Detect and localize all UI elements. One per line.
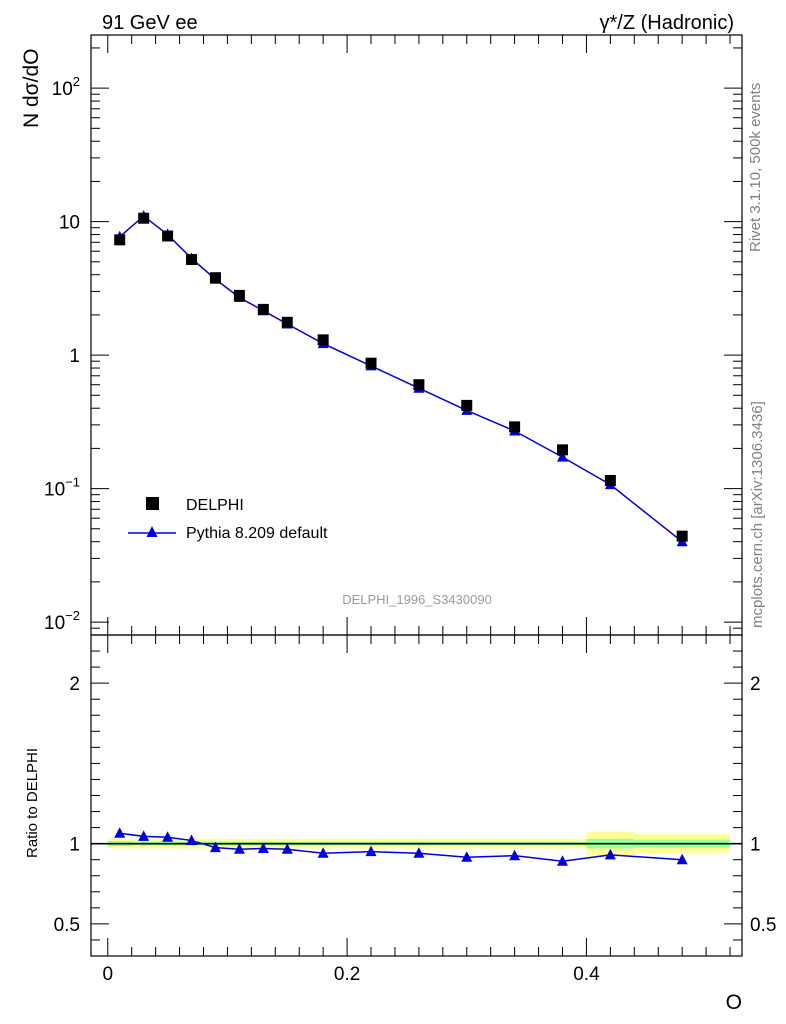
ratio-point [138,830,150,841]
rivet-version-label: Rivet 3.1.10, 500k events [747,83,764,252]
ratio-point [365,845,377,857]
main-y-axis-title: N dσ/dO [20,49,43,129]
ratio-point [317,847,329,858]
ratio-series [114,827,688,866]
ratio-point [186,834,198,845]
x-tick-labels: 0 0.2 0.4 [102,964,600,985]
main-plot-panel: 102 10 1 10−1 10−2 [44,34,743,636]
ratio-y-tick-label: 0.5 [54,915,80,936]
data-point [257,303,269,315]
main-plot-frame [90,34,743,636]
legend-marker-delphi [146,497,159,510]
x-tick-label: 0.2 [334,964,360,985]
data-point [317,334,329,346]
ratio-y-tick-label-right: 2 [750,674,761,695]
y-tick-label: 10 [59,213,80,234]
legend-marker-pythia [146,526,158,537]
data-point [413,379,425,391]
ratio-point [233,843,245,854]
ratio-y-tick-label-right: 0.5 [750,915,776,936]
y-tick-label: 1 [69,346,80,367]
legend-label-pythia: Pythia 8.209 default [186,525,328,542]
ratio-y-tick-label-right: 1 [750,835,761,856]
data-point [461,399,473,411]
ratio-y-tick-label: 2 [69,674,80,695]
x-tick-label: 0 [102,964,113,985]
x-tick-label: 0.4 [573,964,600,985]
mcplots-reference-label: mcplots.cern.ch [arXiv:1306.3436] [749,401,766,628]
analysis-watermark: DELPHI_1996_S3430090 [342,592,492,607]
mc-point [556,451,568,462]
ratio-plot-panel: 2 2 1 1 0.5 0.5 0 0.2 0.4 [54,634,777,985]
data-point [509,421,521,433]
main-axis-ticks [91,35,742,636]
x-axis-title: O [726,991,742,1014]
ratio-point [209,841,221,853]
data-point [556,444,568,456]
main-y-tick-labels: 102 10 1 10−1 10−2 [44,74,80,634]
ratio-y-tick-label: 1 [69,835,80,856]
data-point [162,230,174,242]
ratio-y-tick-labels: 2 2 1 1 0.5 0.5 [54,674,777,936]
ratio-point [461,851,473,862]
ratio-point [281,843,293,854]
y-tick-label: 10−1 [44,475,80,501]
data-point [604,474,616,486]
data-point [365,357,377,369]
legend: DELPHI Pythia 8.209 default [128,497,328,542]
ratio-point [162,831,174,842]
ratio-point [604,848,616,860]
data-point [233,289,245,301]
y-tick-label: 10−2 [44,608,80,634]
data-point [186,254,198,266]
ratio-y-axis-title: Ratio to DELPHI [24,748,41,858]
ratio-point [556,855,568,866]
legend-label-delphi: DELPHI [186,497,244,514]
header-left-title: 91 GeV ee [102,12,198,34]
mc-series-line [119,215,683,543]
ratio-point [509,849,521,861]
data-series [114,212,688,542]
data-point [114,234,126,246]
data-point [281,316,293,328]
ratio-line [119,832,683,863]
ratio-point [257,842,269,853]
mc-series [114,210,688,547]
data-point [676,530,688,542]
ratio-point [114,827,126,838]
data-point [138,212,150,224]
y-tick-label: 102 [52,74,80,100]
ratio-point [676,853,688,865]
ratio-plot-frame [90,634,743,957]
data-point [209,272,221,284]
ratio-axis-ticks [91,635,742,956]
header-right-title: γ*/Z (Hadronic) [600,12,734,34]
ratio-point [413,847,425,858]
